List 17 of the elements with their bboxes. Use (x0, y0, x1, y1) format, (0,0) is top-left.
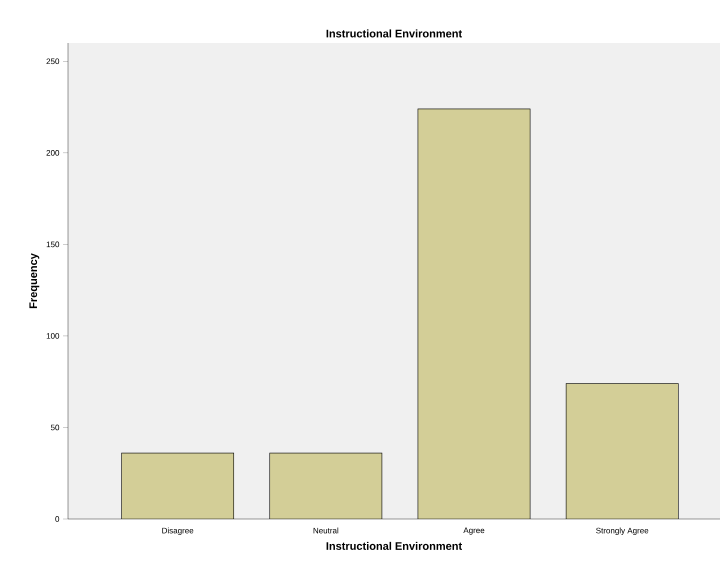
y-axis-title: Frequency (29, 253, 40, 308)
y-tick-label: 200 (46, 150, 60, 156)
y-tick-label: 100 (46, 333, 60, 339)
y-tick-label: 250 (46, 58, 60, 64)
x-tick-label: Neutral (314, 528, 338, 534)
x-tick-label: Strongly Agree (596, 528, 648, 535)
bar (418, 108, 530, 519)
y-tick-label: 0 (55, 516, 60, 522)
bar (122, 453, 234, 519)
y-tick-label: 150 (46, 242, 60, 248)
x-tick-label: Disagree (162, 528, 194, 535)
x-tick-label: Agree (463, 528, 484, 535)
bar (270, 453, 382, 519)
x-axis-title: Instructional Environment (326, 542, 462, 550)
bar (566, 383, 679, 519)
chart-title: Instructional Environment (326, 29, 462, 38)
y-tick-label: 50 (50, 424, 60, 430)
